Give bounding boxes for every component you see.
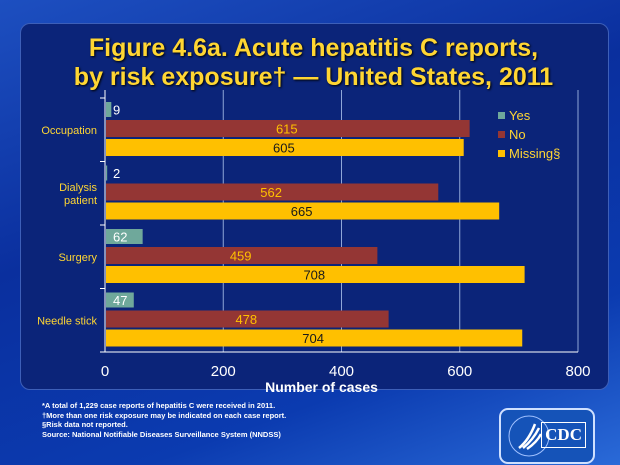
x-tick-label: 800 — [565, 363, 590, 380]
bar-missing — [106, 266, 525, 283]
data-label: 562 — [260, 185, 282, 200]
data-label: 708 — [303, 268, 325, 283]
data-label: 478 — [235, 312, 257, 327]
legend-label: Missing§ — [509, 146, 560, 161]
chart-title: Figure 4.6a. Acute hepatitis C reports, b… — [73, 34, 554, 91]
legend-swatch — [498, 131, 505, 138]
footnote: *A total of 1,229 case reports of hepati… — [42, 401, 276, 410]
data-label: 62 — [113, 230, 127, 245]
category-label: Dialysis — [59, 182, 97, 194]
bar-no — [106, 247, 378, 264]
data-label: 9 — [113, 103, 120, 118]
bar-yes — [106, 165, 108, 181]
footnotes: *A total of 1,229 case reports of hepati… — [42, 401, 286, 439]
data-label: 459 — [230, 249, 252, 264]
bar-missing — [106, 202, 500, 220]
bar-no — [106, 120, 470, 137]
bar-no — [106, 183, 439, 201]
bar-missing — [106, 329, 523, 347]
category-label: Occupation — [41, 125, 97, 137]
data-label: 47 — [113, 293, 127, 308]
data-label: 704 — [302, 331, 324, 346]
data-label: 665 — [291, 204, 313, 219]
cdc-logo: CDC — [499, 408, 595, 464]
hhs-eagle-icon — [508, 415, 550, 457]
bar-missing — [106, 139, 464, 156]
cdc-logo-text: CDC — [541, 422, 586, 448]
x-tick-label: 0 — [101, 363, 109, 380]
legend-swatch — [498, 150, 505, 157]
legend-label: Yes — [509, 108, 531, 123]
category-label: Needle stick — [37, 315, 97, 327]
legend-label: No — [509, 127, 526, 142]
bar-no — [106, 310, 389, 328]
x-tick-label: 400 — [329, 363, 354, 380]
x-tick-label: 600 — [447, 363, 472, 380]
legend-swatch — [498, 112, 505, 119]
x-axis-title: Number of cases — [265, 379, 378, 395]
data-label: 2 — [113, 166, 120, 181]
bar-yes — [106, 102, 112, 117]
category-label: Surgery — [58, 252, 97, 264]
data-label: 615 — [276, 122, 298, 137]
footnote: †More than one risk exposure may be indi… — [42, 410, 287, 420]
footnote: Source: National Notifiable Diseases Sur… — [42, 429, 281, 439]
footnote: §Risk data not reported. — [42, 420, 128, 429]
bar-yes — [106, 292, 134, 308]
x-tick-label: 200 — [211, 363, 236, 380]
category-label: patient — [64, 195, 97, 207]
bar-yes — [106, 229, 143, 244]
data-label: 605 — [273, 141, 295, 156]
